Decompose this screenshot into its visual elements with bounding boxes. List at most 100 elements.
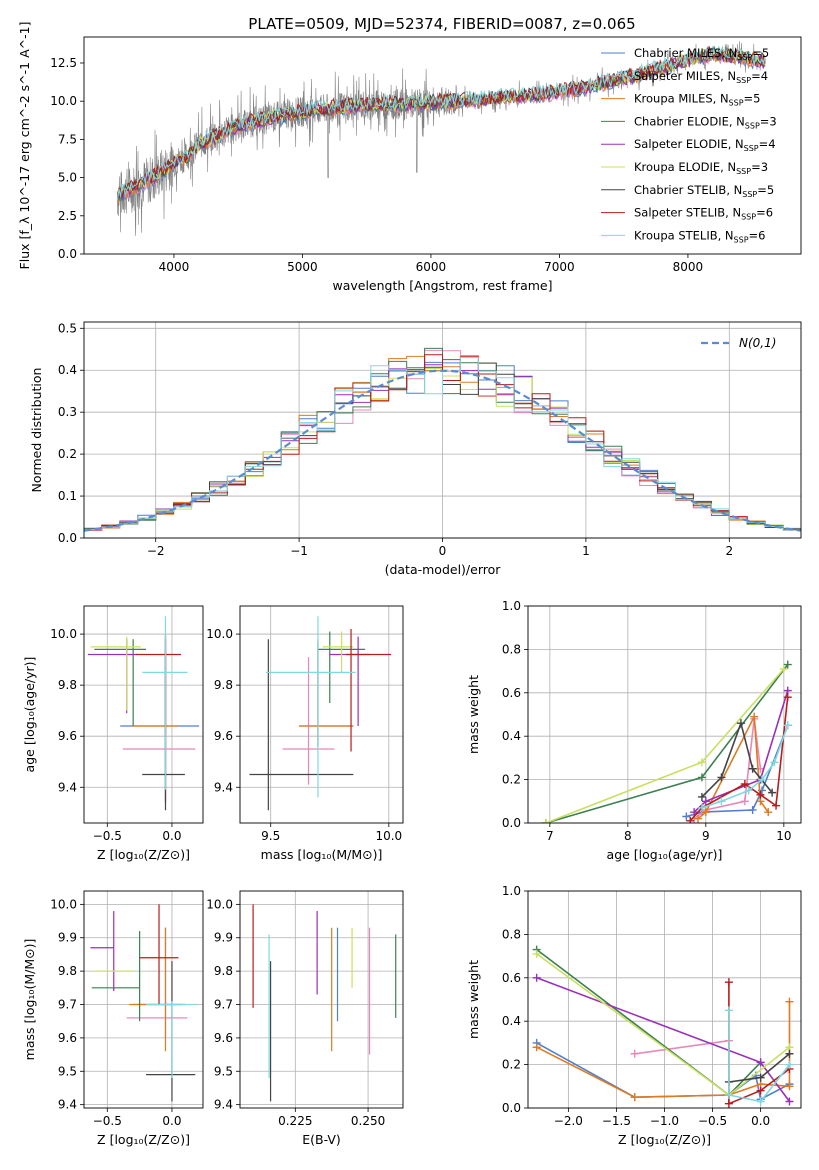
axes-frame [239, 890, 404, 1109]
y-tick-label: 0.2 [502, 1058, 521, 1072]
weight-marker [694, 814, 703, 823]
x-tick-label: −1 [290, 544, 308, 558]
legend-entry: Kroupa ELODIE, NSSP=3 [634, 160, 768, 176]
y-tick-label: 0.4 [502, 1014, 521, 1028]
y-tick-label: 0.0 [58, 247, 77, 261]
y-tick-label: 9.5 [214, 1064, 233, 1078]
x-tick-label: 5000 [287, 260, 318, 274]
residual-legend: N(0,1) [701, 336, 776, 350]
chart-massweight-vs-Z: −2.0 −1.5 −1.0 −0.5 0.0 0.0 0.2 0.4 0.6 0.8 1.0 Z [… [466, 884, 802, 1147]
weight-marker [630, 1093, 639, 1102]
y-tick-label: 0.6 [502, 971, 521, 985]
x-tick-label: 7000 [544, 260, 575, 274]
y-tick-label: 9.9 [58, 931, 77, 945]
weight-marker [532, 1043, 541, 1052]
weight-marker [750, 712, 759, 721]
legend-entry: Chabrier ELODIE, NSSP=3 [634, 114, 777, 130]
plot-area [252, 904, 397, 1102]
weight-marker [744, 786, 753, 795]
legend-entry: Salpeter ELODIE, NSSP=4 [634, 137, 776, 153]
weight-marker [690, 808, 699, 817]
weight-marker [768, 788, 777, 797]
x-tick-label: 9.5 [261, 829, 280, 843]
x-axis-label: Z [log₁₀(Z/Z⊙)] [97, 847, 190, 862]
y-tick-label: 7.5 [58, 132, 77, 146]
x-tick-label: 0.0 [162, 1114, 181, 1128]
legend-entry: Salpeter MILES, NSSP=4 [634, 69, 768, 85]
x-tick-label: 8000 [673, 260, 704, 274]
weight-marker [724, 1090, 733, 1099]
weight-marker [532, 949, 541, 958]
y-tick-label: 0.2 [502, 773, 521, 787]
axes-frame [83, 605, 204, 824]
chart-age-vs-mass: 9.5 10.0 9.4 9.6 9.8 10.0 mass [log₁₀(M/M⊙)] [206, 605, 404, 862]
axes-frame [83, 36, 802, 255]
plot-area [87, 616, 200, 811]
legend-entry: N(0,1) [739, 336, 776, 350]
y-axis-label: mass [log₁₀(M/M⊙)] [22, 939, 37, 1061]
weight-marker [724, 1006, 733, 1015]
weight-marker [748, 764, 757, 773]
y-tick-label: 10.0 [50, 94, 77, 108]
weight-marker [724, 1099, 733, 1108]
weight-marker [785, 1097, 794, 1106]
legend-entry: Kroupa MILES, NSSP=5 [634, 92, 760, 108]
weight-marker [785, 1082, 794, 1091]
spectrum-legend: Chabrier MILES, NSSP=5 Salpeter MILES, NS… [601, 46, 777, 244]
weight-marker [701, 808, 710, 817]
weight-line-2 [634, 1039, 730, 1055]
x-axis-label: Z [log₁₀(Z/Z⊙)] [618, 1132, 711, 1147]
x-tick-label: 0 [439, 544, 447, 558]
weight-marker [630, 1049, 639, 1058]
chart-age-vs-Z: −0.5 0.0 9.4 9.6 9.8 10.0 Z [log₁₀(Z/Z⊙)] age [… [22, 605, 204, 862]
plot-area [249, 616, 392, 811]
y-tick-label: 5.0 [58, 171, 77, 185]
axes-frame [83, 321, 802, 539]
y-tick-label: 9.6 [58, 729, 77, 743]
y-tick-label: 9.6 [214, 729, 233, 743]
plot-area [532, 945, 794, 1108]
legend-entry: Chabrier MILES, NSSP=5 [634, 46, 769, 62]
weight-marker [748, 805, 757, 814]
y-tick-label: 0.2 [58, 447, 77, 461]
y-tick-label: 10.0 [50, 897, 77, 911]
weight-marker [697, 803, 706, 812]
x-tick-label: −2.0 [554, 1114, 583, 1128]
x-tick-label: 0.0 [162, 829, 181, 843]
x-tick-label: 1 [582, 544, 590, 558]
weight-marker [756, 790, 765, 799]
x-tick-label: −0.5 [93, 1114, 122, 1128]
x-tick-label: 9 [702, 829, 710, 843]
chart-spectrum: 4000 5000 6000 7000 8000 0.0 2.5 5.0 7.5 10.0 12.5… [17, 22, 802, 293]
x-tick-label: −2 [147, 544, 165, 558]
y-tick-label: 9.9 [214, 931, 233, 945]
x-axis-label: E(B-V) [302, 1132, 341, 1147]
x-tick-label: 7 [546, 829, 554, 843]
x-tick-label: 0.0 [751, 1114, 770, 1128]
x-tick-label: 10.0 [375, 829, 402, 843]
weight-marker [783, 693, 792, 702]
x-tick-label: 10 [776, 829, 791, 843]
x-axis-label: mass [log₁₀(M/M⊙)] [261, 847, 383, 862]
y-tick-label: 9.7 [214, 998, 233, 1012]
x-tick-label: 0.250 [351, 1114, 385, 1128]
y-tick-label: 9.5 [58, 1064, 77, 1078]
axes-frame [239, 605, 404, 824]
x-axis-label: age [log₁₀(age/yr)] [607, 847, 723, 862]
weight-marker [770, 758, 779, 767]
x-tick-label: −0.5 [698, 1114, 727, 1128]
y-tick-label: 0.8 [502, 642, 521, 656]
plot-background [240, 606, 403, 823]
y-tick-label: 0.6 [502, 686, 521, 700]
chart-massweight-vs-age: 7 8 9 10 0.0 0.2 0.4 0.6 0.8 1.0 age [log₁₀(age/yr… [466, 599, 802, 862]
y-axis-label: Flux [f_λ 10^-17 erg cm^-2 s^-1 A^-1] [17, 22, 32, 270]
y-tick-label: 9.6 [58, 1031, 77, 1045]
y-tick-label: 0.4 [502, 729, 521, 743]
weight-marker [756, 1073, 765, 1082]
panels: 4000 5000 6000 7000 80000.02.55.07.510.012.5… [17, 22, 802, 1147]
plot-area [84, 347, 801, 532]
weight-marker [532, 973, 541, 982]
weight-marker [756, 1086, 765, 1095]
weight-marker [697, 758, 706, 767]
